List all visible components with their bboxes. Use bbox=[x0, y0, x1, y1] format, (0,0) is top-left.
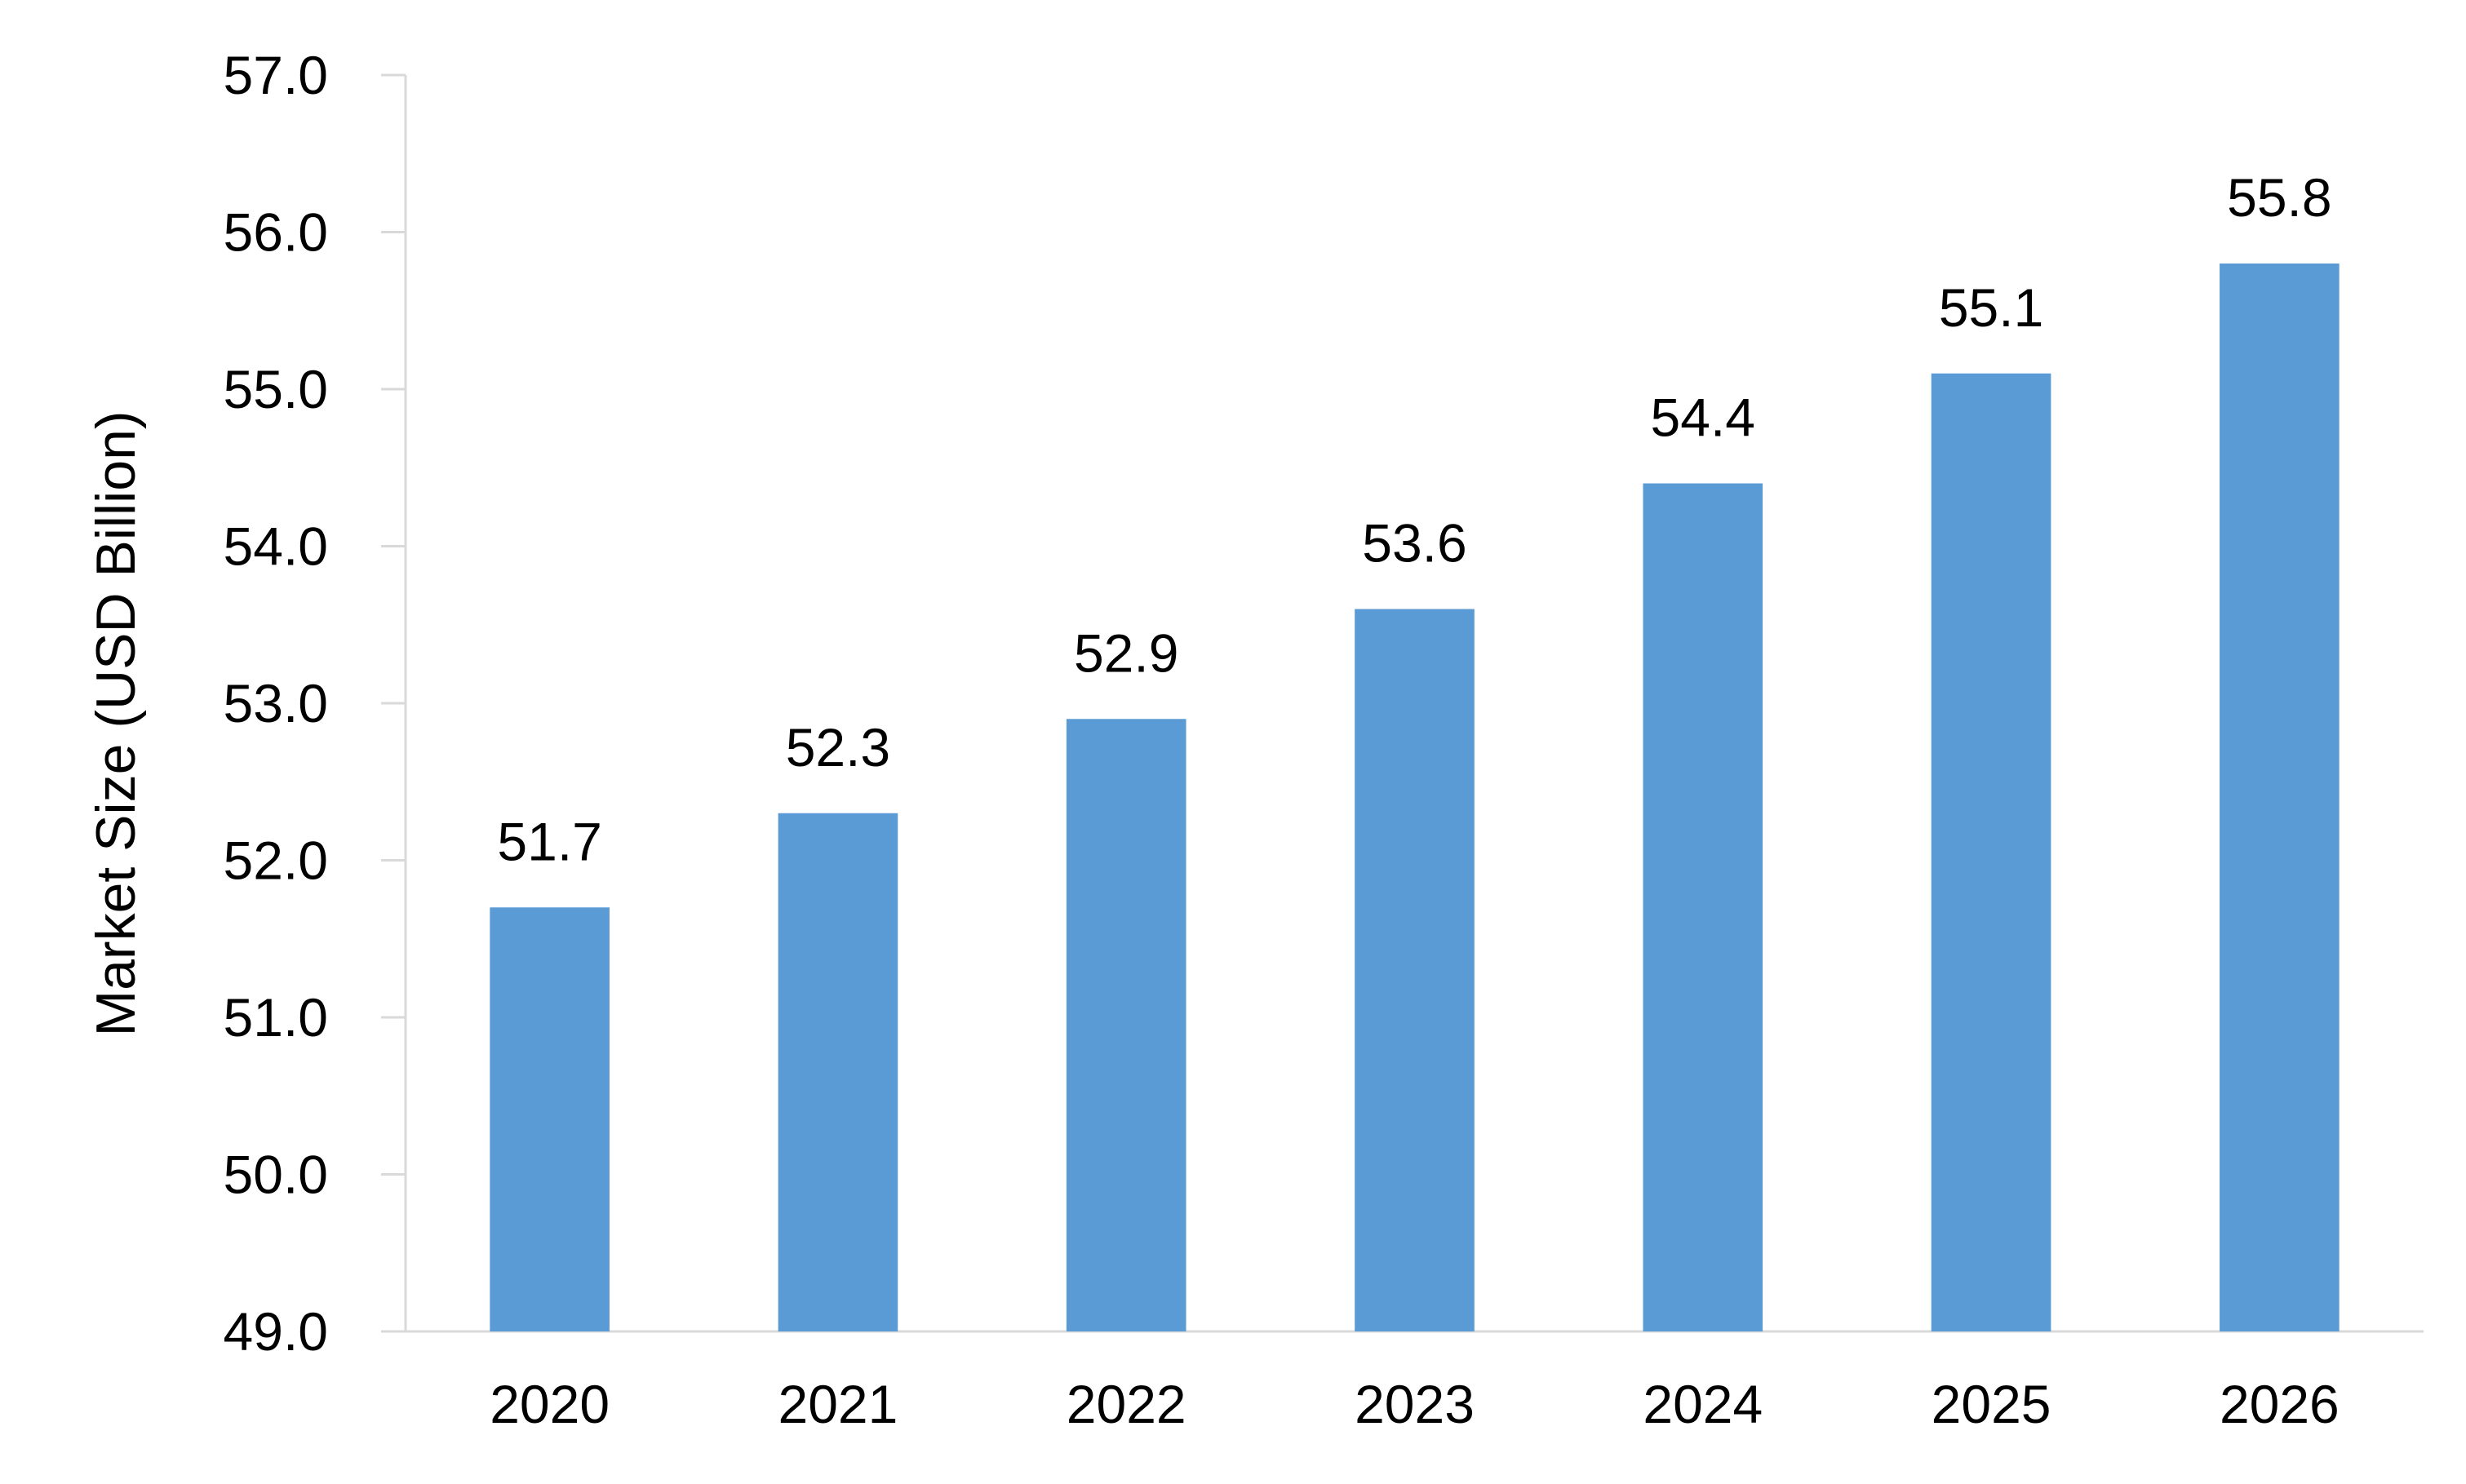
x-axis: 2020 2021 2022 2023 2024 2025 2026 bbox=[406, 1330, 2424, 1434]
y-axis: 49.0 50.0 51.0 52.0 53.0 54.0 55.0 56.0 57.0 bbox=[224, 45, 407, 1362]
data-label-2020: 51.7 bbox=[497, 811, 601, 871]
bar-2022 bbox=[1066, 719, 1186, 1331]
bar-2020 bbox=[490, 907, 610, 1331]
x-tick-label-2025: 2025 bbox=[1932, 1374, 2051, 1434]
y-tick-label: 50.0 bbox=[224, 1145, 328, 1205]
data-label-2023: 53.6 bbox=[1362, 513, 1466, 574]
y-tick-label: 54.0 bbox=[224, 516, 328, 577]
bar-2024 bbox=[1643, 483, 1763, 1331]
data-label-2026: 55.8 bbox=[2227, 167, 2331, 228]
x-tick-label-2023: 2023 bbox=[1355, 1374, 1475, 1434]
y-tick-label: 55.0 bbox=[224, 359, 328, 419]
bar-2021 bbox=[778, 813, 898, 1331]
data-labels: 51.7 52.3 52.9 53.6 54.4 55.1 55.8 bbox=[497, 167, 2331, 871]
y-tick-label: 53.0 bbox=[224, 673, 328, 733]
x-tick-label-2020: 2020 bbox=[490, 1374, 610, 1434]
data-label-2021: 52.3 bbox=[786, 717, 890, 777]
y-tick-label: 56.0 bbox=[224, 202, 328, 263]
x-tick-label-2026: 2026 bbox=[2220, 1374, 2340, 1434]
bars bbox=[490, 264, 2340, 1331]
data-label-2024: 54.4 bbox=[1651, 388, 1755, 448]
bar-2023 bbox=[1355, 609, 1475, 1331]
data-label-2022: 52.9 bbox=[1074, 622, 1178, 683]
x-tick-label-2024: 2024 bbox=[1643, 1374, 1763, 1434]
y-axis-title: Market Size (USD Billion) bbox=[85, 410, 147, 1036]
y-tick-label: 49.0 bbox=[224, 1301, 328, 1362]
bar-2025 bbox=[1931, 373, 2051, 1331]
y-tick-label: 51.0 bbox=[224, 987, 328, 1048]
y-tick-label: 57.0 bbox=[224, 45, 328, 105]
bar-2026 bbox=[2220, 264, 2340, 1331]
data-label-2025: 55.1 bbox=[1939, 277, 2043, 338]
x-tick-label-2022: 2022 bbox=[1067, 1374, 1186, 1434]
x-tick-label-2021: 2021 bbox=[778, 1374, 898, 1434]
y-tick-label: 52.0 bbox=[224, 831, 328, 891]
